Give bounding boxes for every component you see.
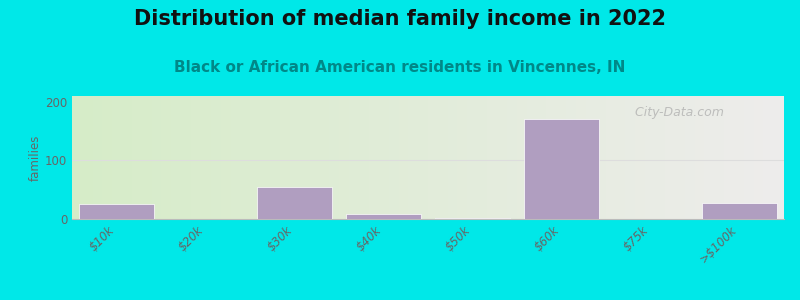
Y-axis label: families: families	[29, 134, 42, 181]
Bar	[434, 218, 510, 219]
Text: Black or African American residents in Vincennes, IN: Black or African American residents in V…	[174, 60, 626, 75]
Text: Distribution of median family income in 2022: Distribution of median family income in …	[134, 9, 666, 29]
Text: City-Data.com: City-Data.com	[627, 106, 724, 119]
Bar	[524, 119, 599, 219]
Bar	[702, 202, 778, 219]
Bar	[346, 214, 422, 219]
Bar	[78, 204, 154, 219]
Bar	[257, 187, 332, 219]
